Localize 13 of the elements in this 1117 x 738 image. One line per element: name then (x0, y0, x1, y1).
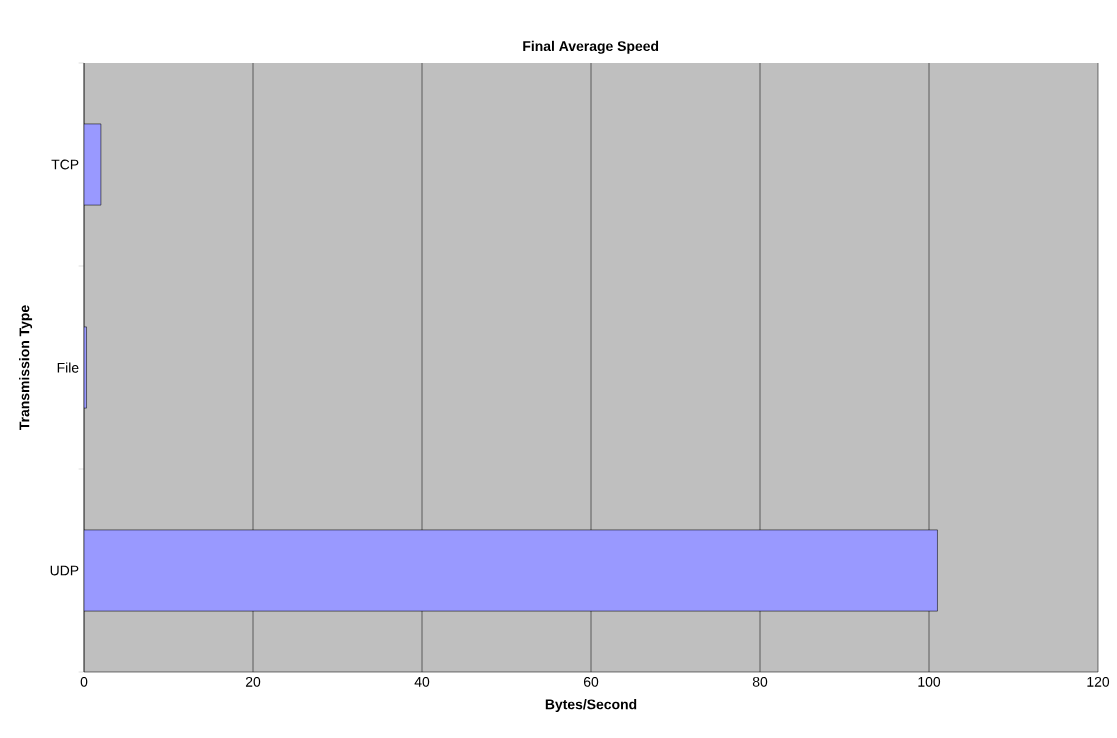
y-tick-label: File (57, 362, 79, 373)
x-tick-label: 0 (80, 676, 88, 687)
chart-title: Final Average Speed (523, 40, 659, 54)
x-tick-label: 40 (414, 676, 430, 687)
y-tick-label: TCP (51, 159, 79, 170)
x-tick-label: 100 (918, 676, 941, 687)
x-tick-label: 80 (752, 676, 768, 687)
x-tick-label: 120 (1087, 676, 1110, 687)
x-tick-label: 60 (583, 676, 599, 687)
y-axis-title: Transmission Type (19, 305, 33, 430)
x-axis-title: Bytes/Second (545, 699, 637, 713)
y-tick-label: UDP (50, 565, 79, 576)
x-tick-label: 20 (245, 676, 261, 687)
